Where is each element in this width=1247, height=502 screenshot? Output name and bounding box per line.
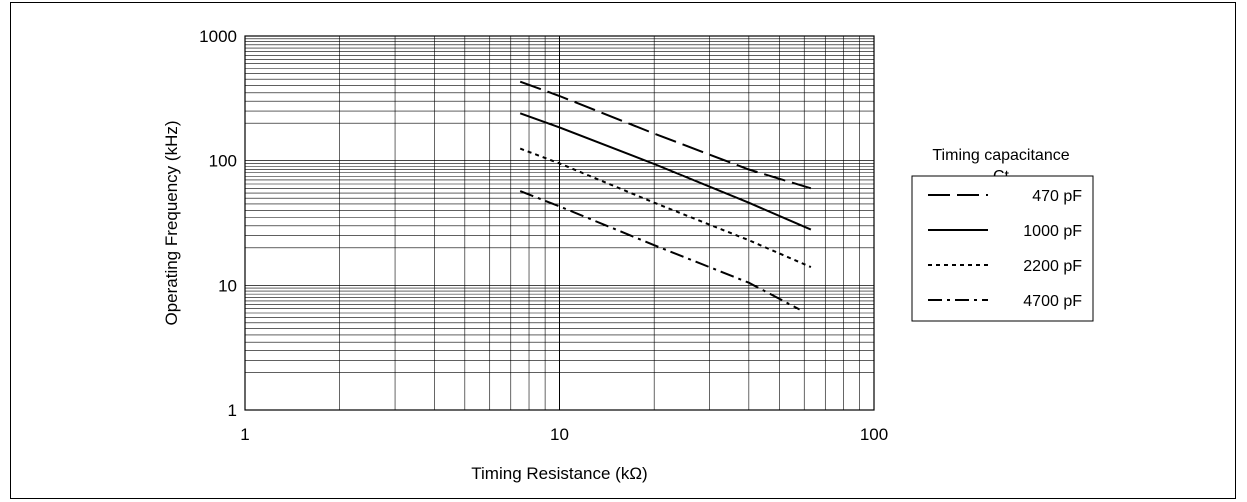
plot-border [244,35,875,411]
y-tick-label: 1 [228,401,237,420]
legend-box [911,175,1094,322]
series-line-4700-pf [519,190,801,311]
y-tick-label: 100 [209,152,237,171]
series-line-470-pf [519,80,812,190]
x-tick-label: 1 [240,425,249,444]
series-lines [519,80,812,311]
x-axis-label: Timing Resistance (kΩ) [471,464,647,483]
legend-label: 4700 pF [1023,293,1082,310]
tick-labels: 1 10 100 1 10 100 1000 [199,27,888,444]
y-tick-label: 1000 [199,27,237,46]
legend-label: 1000 pF [1023,223,1082,240]
y-axis-label: Operating Frequency (kHz) [162,120,181,325]
series-line-1000-pf [519,112,812,231]
x-tick-label: 100 [860,425,888,444]
legend-items: 470 pF 1000 pF 2200 pF 4700 pF [928,188,1082,310]
legend-label: 470 pF [1032,188,1082,205]
legend-title: Timing capacitance [932,147,1069,164]
grid [244,35,875,411]
series-line-2200-pf [519,147,812,269]
legend-label: 2200 pF [1023,258,1082,275]
y-tick-label: 10 [218,276,237,295]
x-tick-label: 10 [550,425,569,444]
